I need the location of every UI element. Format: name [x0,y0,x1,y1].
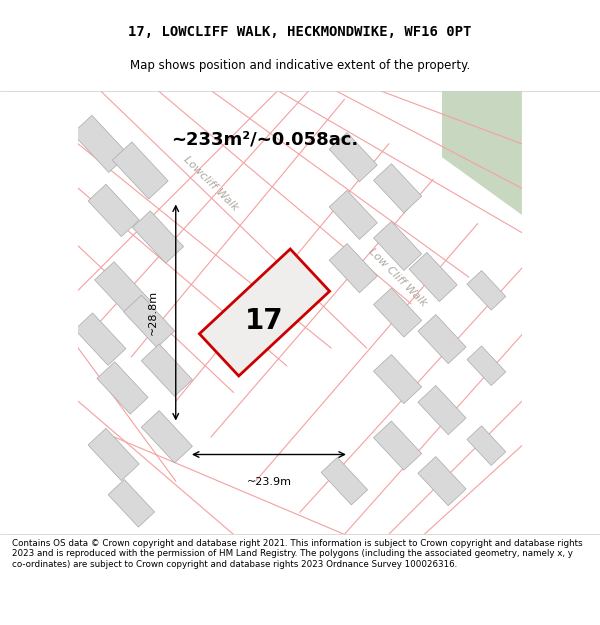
Polygon shape [409,253,457,301]
Polygon shape [374,164,422,212]
Polygon shape [112,142,168,199]
Polygon shape [442,91,522,215]
Polygon shape [133,211,184,263]
Text: 17: 17 [245,308,284,336]
Polygon shape [374,221,422,271]
Polygon shape [418,386,466,434]
Polygon shape [75,313,126,365]
Polygon shape [142,344,193,396]
Polygon shape [374,354,422,404]
Polygon shape [108,479,155,527]
Polygon shape [418,314,466,364]
Polygon shape [199,249,329,376]
Text: 17, LOWCLIFF WALK, HECKMONDWIKE, WF16 0PT: 17, LOWCLIFF WALK, HECKMONDWIKE, WF16 0P… [128,26,472,39]
Polygon shape [321,458,368,505]
Polygon shape [467,271,506,310]
Polygon shape [329,244,377,292]
Text: ~23.9m: ~23.9m [247,477,292,487]
Polygon shape [88,428,139,481]
Text: Map shows position and indicative extent of the property.: Map shows position and indicative extent… [130,59,470,72]
Text: ~28.8m: ~28.8m [148,290,158,335]
Polygon shape [88,184,139,237]
Polygon shape [95,262,151,319]
Polygon shape [329,132,377,182]
Polygon shape [374,421,422,470]
Polygon shape [124,295,175,348]
Polygon shape [374,288,422,337]
Polygon shape [467,346,506,386]
Polygon shape [467,426,506,466]
Polygon shape [97,362,148,414]
Polygon shape [418,457,466,506]
Polygon shape [142,411,193,463]
Text: Low Cliff Walk: Low Cliff Walk [367,246,428,308]
Polygon shape [329,191,377,239]
Text: Contains OS data © Crown copyright and database right 2021. This information is : Contains OS data © Crown copyright and d… [12,539,583,569]
Polygon shape [73,116,128,172]
Text: Lowcliff Walk: Lowcliff Walk [182,154,241,213]
Text: ~233m²/~0.058ac.: ~233m²/~0.058ac. [171,131,358,148]
